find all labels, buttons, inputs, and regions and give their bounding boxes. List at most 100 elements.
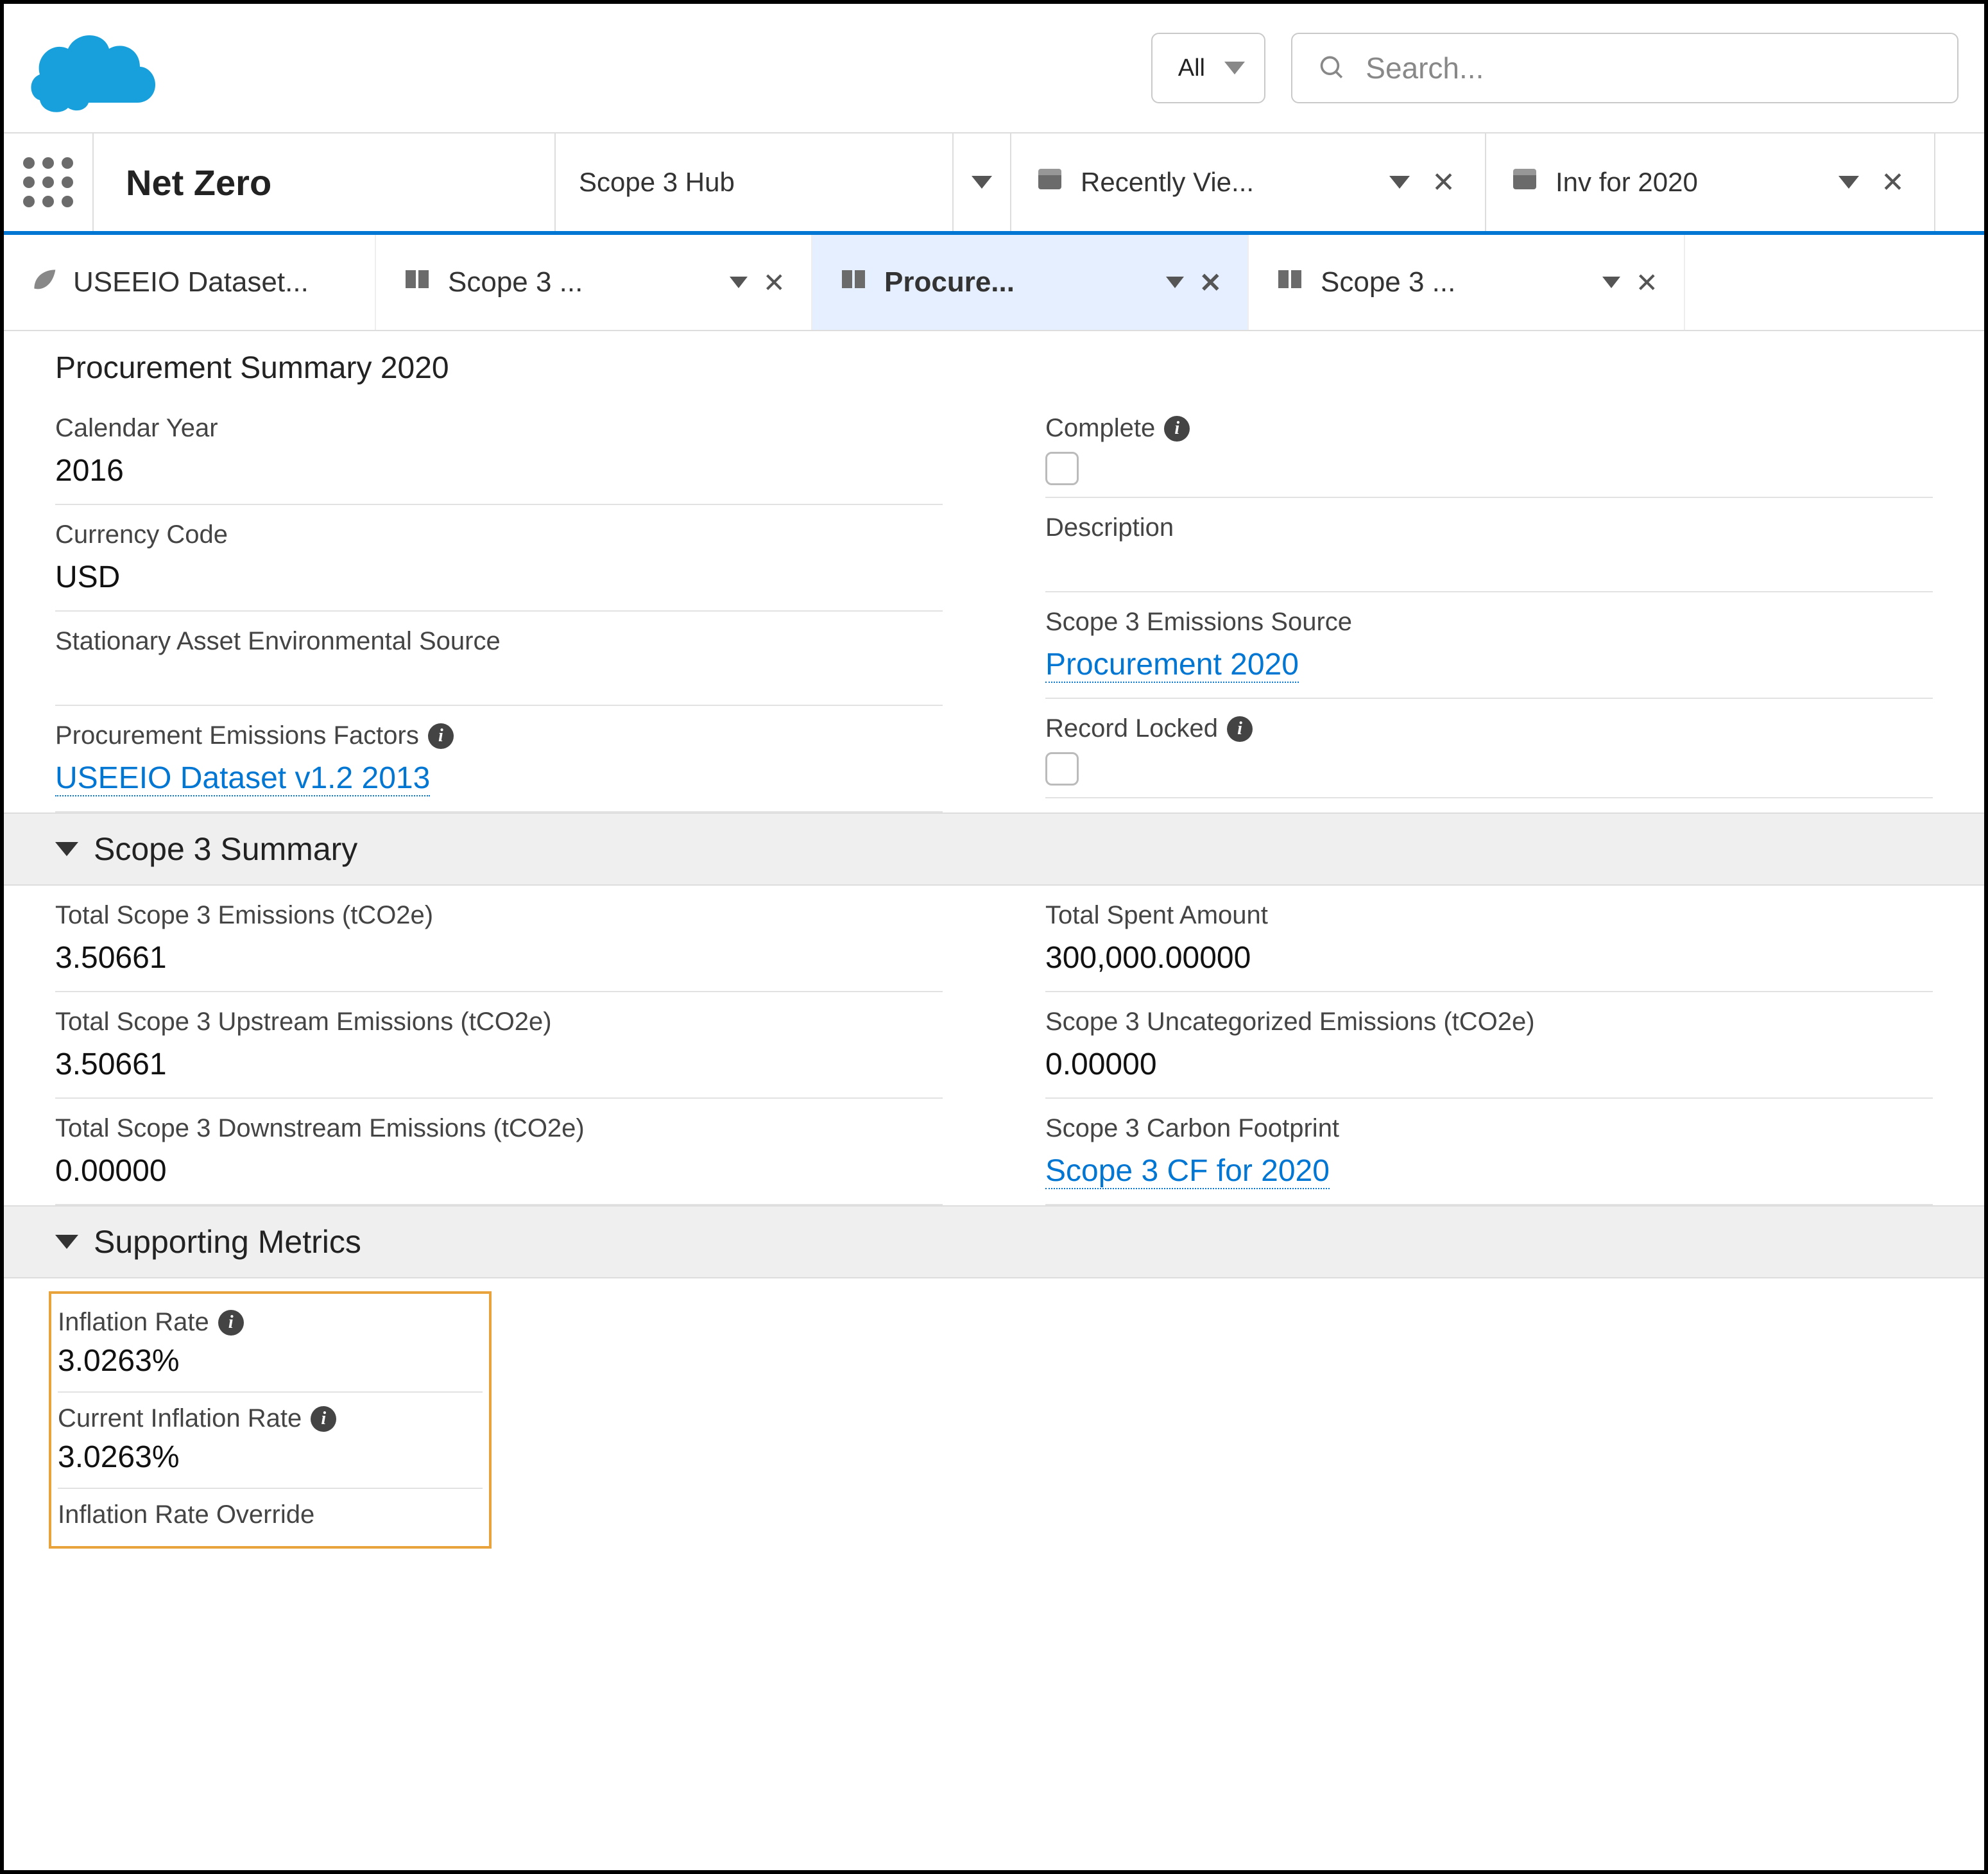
close-icon[interactable]: ✕ — [1874, 166, 1911, 199]
field-total-scope3-upstream: Total Scope 3 Upstream Emissions (tCO2e)… — [55, 992, 943, 1099]
global-search[interactable] — [1291, 33, 1958, 103]
field-value: 0.00000 — [55, 1143, 943, 1205]
info-icon[interactable]: i — [428, 723, 454, 749]
chevron-down-icon — [730, 277, 748, 288]
chevron-down-icon — [972, 176, 992, 189]
book-icon — [1274, 264, 1305, 302]
field-label: Description — [1045, 513, 1933, 542]
chevron-down-icon — [1602, 277, 1620, 288]
chevron-down-icon — [1389, 176, 1410, 189]
search-input[interactable] — [1366, 51, 1932, 85]
link-scope3-cf-2020[interactable]: Scope 3 CF for 2020 — [1045, 1154, 1330, 1189]
global-header: All — [4, 4, 1984, 132]
field-value[interactable]: 2016 — [55, 443, 943, 505]
field-value: 0.00000 — [1045, 1036, 1933, 1099]
field-total-spent: Total Spent Amount 300,000.00000 — [1045, 886, 1933, 992]
nav-item-label: Recently Vie... — [1081, 167, 1374, 198]
field-label: Total Scope 3 Upstream Emissions (tCO2e) — [55, 1008, 943, 1036]
field-scope3-carbon-footprint: Scope 3 Carbon Footprint Scope 3 CF for … — [1045, 1099, 1933, 1205]
book-icon — [402, 264, 433, 302]
field-record-locked: Record Locked i — [1045, 699, 1933, 798]
field-label: Scope 3 Uncategorized Emissions (tCO2e) — [1045, 1008, 1933, 1036]
field-current-inflation-rate: Current Inflation Rate i 3.0263% — [58, 1393, 483, 1489]
app-navbar: Net Zero Scope 3 Hub Recently Vie... ✕ I… — [4, 132, 1984, 235]
field-label: Total Scope 3 Emissions (tCO2e) — [55, 901, 943, 930]
section-title: Scope 3 Summary — [94, 830, 357, 868]
ws-tab-procurement[interactable]: Procure... ✕ — [812, 235, 1249, 330]
info-icon[interactable]: i — [1164, 416, 1190, 442]
nav-item-dropdown[interactable] — [954, 133, 1011, 231]
field-label: Inflation Rate i — [58, 1308, 483, 1337]
field-value: 3.0263% — [58, 1433, 483, 1489]
checkbox-complete[interactable] — [1045, 452, 1079, 485]
field-label: Calendar Year — [55, 414, 943, 443]
nav-item-scope3hub[interactable]: Scope 3 Hub — [556, 133, 954, 231]
chevron-down-icon — [55, 1235, 78, 1249]
ws-tab-scope3-b[interactable]: Scope 3 ... ✕ — [1249, 235, 1685, 330]
field-currency-code: Currency Code USD — [55, 505, 943, 612]
ws-tab-scope3-a[interactable]: Scope 3 ... ✕ — [376, 235, 812, 330]
field-inflation-rate: Inflation Rate i 3.0263% — [58, 1296, 483, 1393]
section-supporting-metrics-header[interactable]: Supporting Metrics — [4, 1205, 1984, 1278]
app-name: Net Zero — [94, 133, 556, 231]
ws-tab-label: USEEIO Dataset... — [73, 266, 349, 298]
chevron-down-icon — [1224, 62, 1245, 74]
details-right-column: Complete i Description Scope 3 Emissions… — [994, 399, 1984, 812]
highlighted-metrics-box: Inflation Rate i 3.0263% Current Inflati… — [49, 1291, 492, 1549]
field-total-scope3-emissions: Total Scope 3 Emissions (tCO2e) 3.50661 — [55, 886, 943, 992]
chevron-down-icon — [55, 842, 78, 856]
field-value: 3.50661 — [55, 1036, 943, 1099]
section-title: Supporting Metrics — [94, 1223, 361, 1260]
close-icon[interactable]: ✕ — [1636, 267, 1658, 298]
info-icon[interactable]: i — [1227, 716, 1253, 742]
field-label: Scope 3 Emissions Source — [1045, 608, 1933, 637]
field-calendar-year: Calendar Year 2016 — [55, 399, 943, 505]
close-icon[interactable]: ✕ — [763, 267, 785, 298]
field-value: Procurement 2020 — [1045, 637, 1933, 699]
field-value: 300,000.00000 — [1045, 930, 1933, 992]
app-launcher-button[interactable] — [4, 133, 94, 231]
nav-item-inv-2020[interactable]: Inv for 2020 ✕ — [1486, 133, 1935, 231]
field-inflation-rate-override-label: Inflation Rate Override — [58, 1489, 483, 1543]
field-stationary-source: Stationary Asset Environmental Source — [55, 612, 943, 706]
field-label: Currency Code — [55, 520, 943, 549]
link-procurement-2020[interactable]: Procurement 2020 — [1045, 648, 1299, 683]
field-label: Complete i — [1045, 414, 1933, 443]
field-label: Current Inflation Rate i — [58, 1404, 483, 1433]
ws-tab-label: Scope 3 ... — [448, 266, 714, 298]
link-useeio-dataset[interactable]: USEEIO Dataset v1.2 2013 — [55, 761, 430, 796]
search-icon — [1318, 53, 1346, 83]
nav-item-label: Scope 3 Hub — [579, 167, 735, 198]
object-scope-select[interactable]: All — [1151, 33, 1265, 103]
close-icon[interactable]: ✕ — [1425, 166, 1462, 199]
field-complete: Complete i — [1045, 399, 1933, 498]
section-scope3-summary-header[interactable]: Scope 3 Summary — [4, 812, 1984, 886]
waffle-icon — [23, 157, 73, 207]
field-value: USEEIO Dataset v1.2 2013 — [55, 750, 943, 812]
field-label: Record Locked i — [1045, 714, 1933, 743]
field-value[interactable] — [1045, 542, 1933, 592]
field-scope3-source: Scope 3 Emissions Source Procurement 202… — [1045, 592, 1933, 699]
close-icon[interactable]: ✕ — [1199, 267, 1222, 298]
field-label: Stationary Asset Environmental Source — [55, 627, 943, 656]
chevron-down-icon — [1166, 277, 1184, 288]
field-value[interactable] — [55, 656, 943, 706]
info-icon[interactable]: i — [218, 1310, 244, 1336]
checkbox-record-locked[interactable] — [1045, 752, 1079, 786]
field-description: Description — [1045, 498, 1933, 592]
field-value[interactable]: USD — [55, 549, 943, 612]
nav-item-label: Inv for 2020 — [1555, 167, 1823, 198]
nav-item-recently-viewed[interactable]: Recently Vie... ✕ — [1011, 133, 1486, 231]
leaf-icon — [30, 265, 58, 300]
list-icon — [1509, 164, 1540, 201]
scope-select-label: All — [1178, 55, 1205, 82]
ws-tab-useeio[interactable]: USEEIO Dataset... — [4, 235, 376, 330]
field-scope3-uncategorized: Scope 3 Uncategorized Emissions (tCO2e) … — [1045, 992, 1933, 1099]
workspace-tabs: USEEIO Dataset... Scope 3 ... ✕ Procure.… — [4, 235, 1984, 331]
record-title: Procurement Summary 2020 — [4, 331, 1984, 399]
ws-tab-label: Procure... — [884, 266, 1151, 298]
field-value: 3.0263% — [58, 1337, 483, 1393]
scope3-right-column: Total Spent Amount 300,000.00000 Scope 3… — [994, 886, 1984, 1205]
field-total-scope3-downstream: Total Scope 3 Downstream Emissions (tCO2… — [55, 1099, 943, 1205]
info-icon[interactable]: i — [311, 1406, 336, 1432]
